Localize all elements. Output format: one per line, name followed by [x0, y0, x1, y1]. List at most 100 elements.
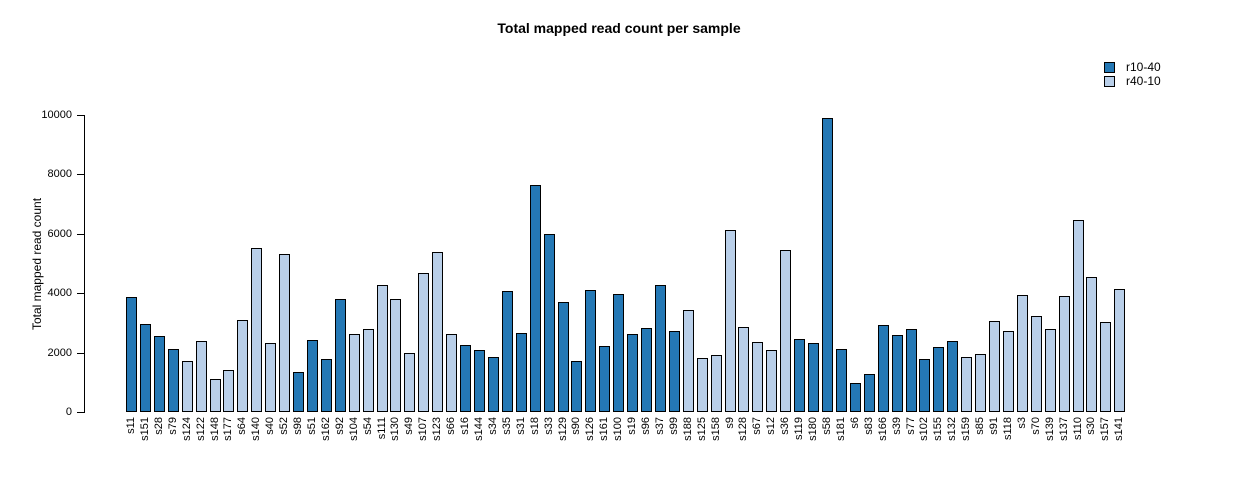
- bar-s19: [627, 333, 639, 412]
- x-label-s122: s122: [194, 417, 207, 441]
- x-label-s130: s130: [389, 417, 402, 441]
- bar-s85: [975, 354, 987, 412]
- x-label-s180: s180: [807, 417, 820, 441]
- bar-s119: [794, 338, 806, 412]
- bar-s91: [989, 321, 1001, 412]
- bar-s140: [251, 247, 263, 412]
- bar-s128: [738, 327, 750, 412]
- bar-s107: [418, 273, 430, 412]
- x-label-s161: s161: [598, 417, 611, 441]
- bar-s124: [181, 360, 193, 412]
- bar-s33: [543, 233, 555, 412]
- bar-s9: [724, 229, 736, 412]
- bar-s64: [237, 319, 249, 412]
- bar-s96: [641, 327, 653, 412]
- bar-s132: [947, 340, 959, 412]
- x-label-s155: s155: [932, 417, 945, 441]
- x-label-s54: s54: [361, 417, 374, 435]
- x-label-s12: s12: [765, 417, 778, 435]
- bar-s30: [1086, 276, 1098, 412]
- bar-s52: [279, 254, 291, 412]
- bar-s34: [487, 357, 499, 412]
- bar-s6: [849, 382, 861, 412]
- bar-s139: [1044, 328, 1056, 412]
- bar-s35: [501, 290, 513, 412]
- x-label-s119: s119: [793, 417, 806, 441]
- x-label-s51: s51: [305, 417, 318, 435]
- bar-s31: [515, 333, 527, 412]
- x-label-s141: s141: [1113, 417, 1126, 441]
- bar-s36: [780, 249, 792, 412]
- x-label-s77: s77: [904, 417, 917, 435]
- x-label-s132: s132: [946, 417, 959, 441]
- y-axis-line: [84, 115, 85, 413]
- bar-s158: [710, 355, 722, 412]
- x-label-s40: s40: [264, 417, 277, 435]
- x-label-s70: s70: [1029, 417, 1042, 435]
- x-label-s39: s39: [890, 417, 903, 435]
- bar-s92: [334, 298, 346, 412]
- bar-s54: [362, 328, 374, 412]
- x-label-s137: s137: [1057, 417, 1070, 441]
- y-tick-label-0: 0: [65, 406, 72, 418]
- bar-s118: [1002, 331, 1014, 412]
- x-label-s158: s158: [709, 417, 722, 441]
- bar-s166: [877, 324, 889, 412]
- bar-s104: [348, 333, 360, 412]
- x-label-s177: s177: [222, 417, 235, 441]
- x-label-s98: s98: [292, 417, 305, 435]
- x-label-s92: s92: [333, 417, 346, 435]
- x-label-s90: s90: [570, 417, 583, 435]
- bar-s180: [808, 342, 820, 412]
- x-label-s35: s35: [500, 417, 513, 435]
- bar-s16: [460, 345, 472, 412]
- x-label-s126: s126: [584, 417, 597, 441]
- x-label-s151: s151: [138, 417, 151, 441]
- x-label-s102: s102: [918, 417, 931, 441]
- x-label-s16: s16: [459, 417, 472, 435]
- x-label-s28: s28: [152, 417, 165, 435]
- x-label-s58: s58: [821, 417, 833, 435]
- bar-s83: [863, 374, 875, 412]
- x-label-s52: s52: [278, 417, 291, 435]
- bar-s126: [585, 289, 597, 412]
- bar-s159: [961, 357, 973, 412]
- bar-s137: [1058, 295, 1070, 412]
- y-tick-10000: [77, 115, 84, 116]
- x-label-s118: s118: [1001, 417, 1014, 441]
- y-tick-label-2000: 2000: [47, 346, 72, 359]
- y-tick-2000: [77, 352, 84, 354]
- bar-s181: [835, 348, 847, 412]
- legend-label-r10-40: r10-40: [1126, 60, 1161, 74]
- x-label-s162: s162: [319, 417, 332, 441]
- bar-s162: [320, 359, 332, 412]
- x-label-s34: s34: [486, 417, 499, 435]
- x-label-s91: s91: [988, 417, 1001, 435]
- x-label-s36: s36: [779, 417, 792, 435]
- x-label-s111: s111: [375, 417, 388, 440]
- x-label-s166: s166: [876, 417, 889, 441]
- x-label-s83: s83: [862, 417, 875, 435]
- bar-s144: [474, 349, 485, 412]
- bar-s37: [654, 285, 666, 412]
- x-label-s18: s18: [528, 417, 541, 435]
- bar-s130: [390, 298, 402, 412]
- bar-s12: [766, 350, 778, 412]
- x-label-s188: s188: [681, 417, 694, 441]
- y-axis-title: Total mapped read count: [30, 197, 44, 331]
- bar-s99: [668, 331, 680, 412]
- legend-item-r40-10: r40-10: [1104, 74, 1161, 88]
- bar-s67: [752, 341, 764, 412]
- x-label-s148: s148: [208, 417, 221, 441]
- bar-s28: [153, 336, 165, 412]
- x-label-s67: s67: [751, 417, 764, 435]
- x-label-s79: s79: [166, 417, 179, 435]
- y-tick-8000: [77, 174, 84, 176]
- x-label-s107: s107: [417, 417, 430, 441]
- x-label-s181: s181: [834, 417, 847, 441]
- x-label-s49: s49: [403, 417, 416, 435]
- bar-s70: [1030, 315, 1042, 412]
- x-label-s11: s11: [125, 417, 137, 434]
- bar-s188: [682, 309, 694, 412]
- bar-s161: [599, 346, 611, 412]
